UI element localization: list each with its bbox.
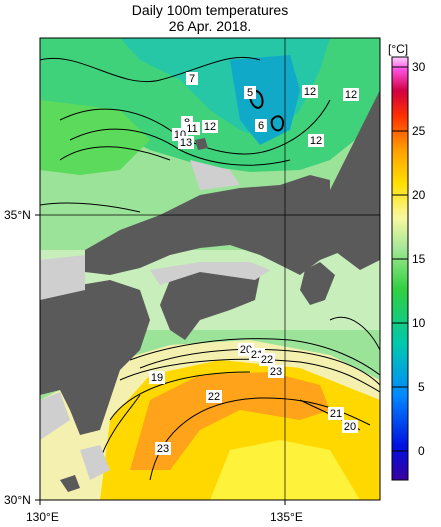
lat-label-30: 30°N: [4, 493, 31, 507]
contour-label-text: 21: [330, 408, 342, 420]
land-island: [60, 475, 80, 492]
colorbar: [391, 56, 409, 481]
contour-label: 7: [186, 72, 198, 85]
contour-label: 21: [328, 407, 344, 420]
map-title: Daily 100m temperatures: [131, 2, 289, 18]
land-shikoku: [160, 268, 260, 340]
land-honshu-west: [85, 175, 350, 275]
contour-label-text: 12: [345, 89, 357, 101]
colorbar-tick-label: 0: [418, 444, 425, 458]
map-field: [40, 38, 380, 500]
contour-label: 12: [302, 85, 318, 98]
graticule: [40, 38, 380, 500]
contour-label-text: 12: [304, 86, 316, 98]
map-frame: [39, 37, 381, 501]
land: [40, 90, 380, 492]
contour-label-text: 12: [204, 121, 216, 133]
contour-label: 12: [343, 88, 359, 101]
contour-label-text: 6: [258, 120, 264, 132]
colorbar-tick-label: 5: [418, 380, 425, 394]
lon-label-135: 135°E: [270, 510, 303, 524]
colorbar-unit: [°C]: [388, 42, 409, 56]
contour-label: 23: [155, 442, 171, 455]
contour-label-text: 22: [261, 354, 273, 366]
contour-labels: 7 5 12 12 8 11 12 6 10 13 12 20 21 22 23…: [149, 72, 359, 455]
contour-label: 23: [268, 365, 284, 378]
colorbar-labels: 0 5 10 15 20 25 30: [412, 60, 426, 458]
land-oki: [195, 138, 208, 150]
land-kii: [300, 262, 335, 305]
map-date: 26 Apr. 2018.: [168, 18, 252, 34]
colorbar-tick-label: 10: [412, 316, 426, 330]
contour-label-text: 12: [310, 135, 322, 147]
contour-label: 12: [308, 134, 324, 147]
contour-label-text: 22: [208, 391, 220, 403]
contour-label-text: 23: [157, 443, 169, 455]
colorbar-tick-label: 30: [412, 60, 426, 74]
lat-label-35: 35°N: [4, 208, 31, 222]
contour-label: 19: [149, 371, 165, 384]
contour-lines: [40, 56, 380, 481]
kuroshio-core: [130, 372, 330, 470]
contour-label-text: 13: [180, 137, 192, 149]
contour-label: 6: [255, 119, 267, 132]
contour-label-text: 23: [270, 366, 282, 378]
no-data-areas: [40, 160, 270, 480]
contour-label-text: 20: [344, 421, 356, 433]
land-kyushu: [40, 280, 150, 435]
colorbar-ticks: [392, 66, 408, 452]
lon-label-130: 130°E: [26, 510, 59, 524]
contour-label: 13: [178, 136, 194, 149]
colorbar-tick-label: 25: [412, 124, 426, 138]
contour-label-text: 5: [247, 87, 253, 99]
colorbar-tick-label: 15: [412, 252, 426, 266]
colorbar-tick-label: 20: [412, 188, 426, 202]
contour-label-text: 7: [189, 73, 195, 85]
cool-water-west: [40, 100, 150, 175]
contour-label: 20: [342, 420, 358, 433]
contour-label: 5: [244, 86, 256, 99]
axis-ticks: [35, 214, 286, 505]
contour-label: 12: [202, 120, 218, 133]
contour-label: 22: [259, 353, 275, 366]
contour-label-text: 19: [151, 372, 163, 384]
contour-label: 22: [206, 390, 222, 403]
contour-label-text: 11: [186, 123, 197, 135]
